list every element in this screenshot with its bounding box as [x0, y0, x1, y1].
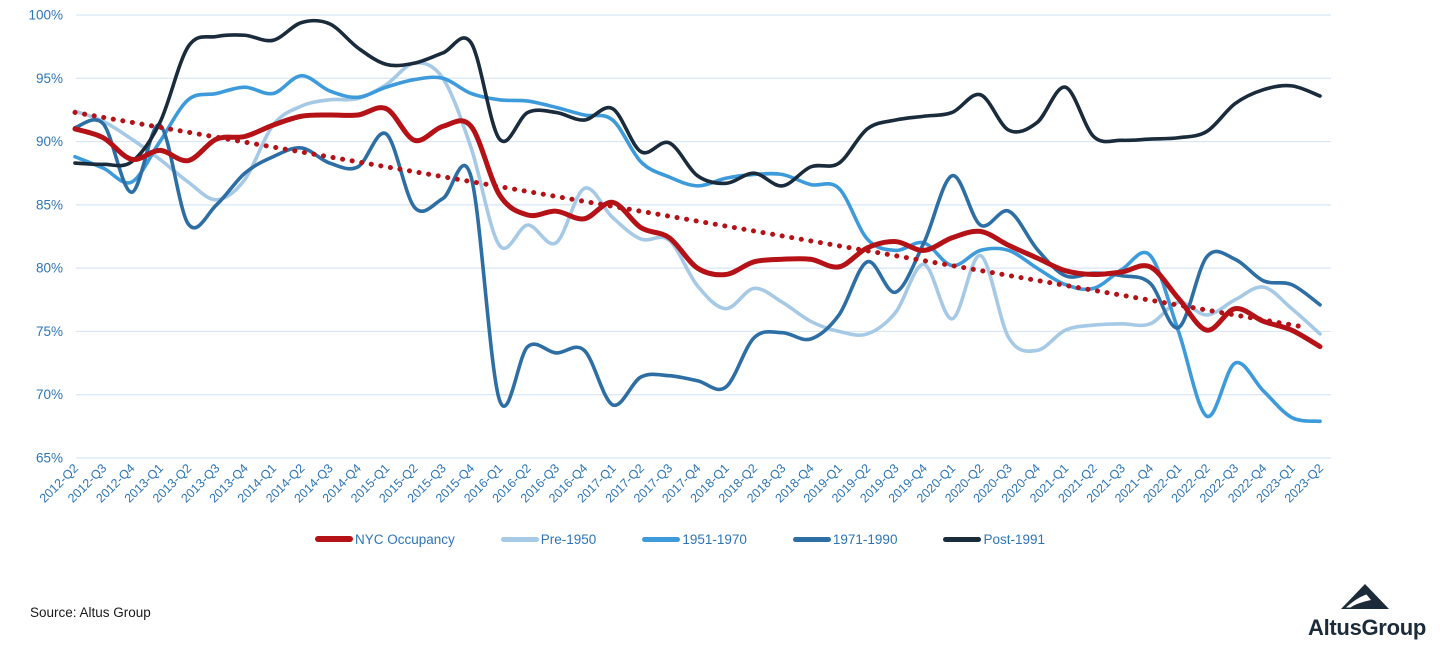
- y-axis-tick-label: 90%: [36, 134, 63, 149]
- series-line-1971-1990: [73, 118, 1322, 408]
- legend-item-1971-1990: 1971-1990: [792, 531, 898, 547]
- legend-swatch-icon: [792, 536, 831, 542]
- legend-swatch-icon: [943, 536, 982, 542]
- altus-logo-graphic: AltusGroup: [1308, 584, 1426, 640]
- legend-item-nyc-occupancy: NYC Occupancy: [314, 531, 455, 547]
- y-axis-tick-label: 75%: [36, 324, 63, 339]
- y-axis-tick-label: 70%: [36, 387, 63, 402]
- series-line-1951-1970: [73, 73, 1322, 424]
- chart-canvas: 65%70%75%80%85%90%95%100%2012-Q22012-Q32…: [28, 8, 1331, 506]
- y-axis-tick-label: 85%: [36, 197, 63, 212]
- legend-item-1951-1970: 1951-1970: [642, 532, 747, 547]
- legend-label: Post-1991: [983, 531, 1045, 547]
- series-line-post-1991: [73, 18, 1322, 188]
- legend-label: NYC Occupancy: [354, 531, 455, 547]
- series-line-pre-1950: [73, 61, 1322, 353]
- y-axis-tick-label: 80%: [36, 261, 63, 276]
- legend-item-post-1991: Post-1991: [943, 532, 1045, 547]
- logo-mountain-swoosh: [1346, 594, 1371, 608]
- y-axis-tick-label: 100%: [28, 8, 63, 23]
- trend-line-dotted: [72, 109, 1303, 329]
- legend-swatch-icon: [642, 536, 681, 542]
- legend-label: 1951-1970: [682, 531, 747, 547]
- altus-group-logo: AltusGroup: [1308, 578, 1426, 640]
- legend-item-pre-1950: Pre-1950: [500, 531, 597, 547]
- source-note: Source: Altus Group: [30, 605, 151, 620]
- series-line-nyc-occupancy: [72, 105, 1323, 350]
- chart-legend: NYC Occupancy Pre-1950 1951-1970 1971-1990 P…: [0, 527, 1360, 551]
- legend-swatch-icon: [314, 536, 353, 542]
- occupancy-line-chart: 65% 70% 75% 80% 85% 90% 95% 100% 2012-Q2 2012-Q3 2…: [28, 8, 1331, 506]
- legend-label: 1971-1990: [832, 531, 898, 547]
- y-axis-tick-label: 95%: [36, 71, 63, 86]
- legend-swatch-icon: [500, 536, 539, 542]
- logo-wordmark: AltusGroup: [1308, 615, 1426, 640]
- legend-label: Pre-1950: [540, 531, 597, 547]
- y-axis-tick-label: 65%: [36, 451, 63, 466]
